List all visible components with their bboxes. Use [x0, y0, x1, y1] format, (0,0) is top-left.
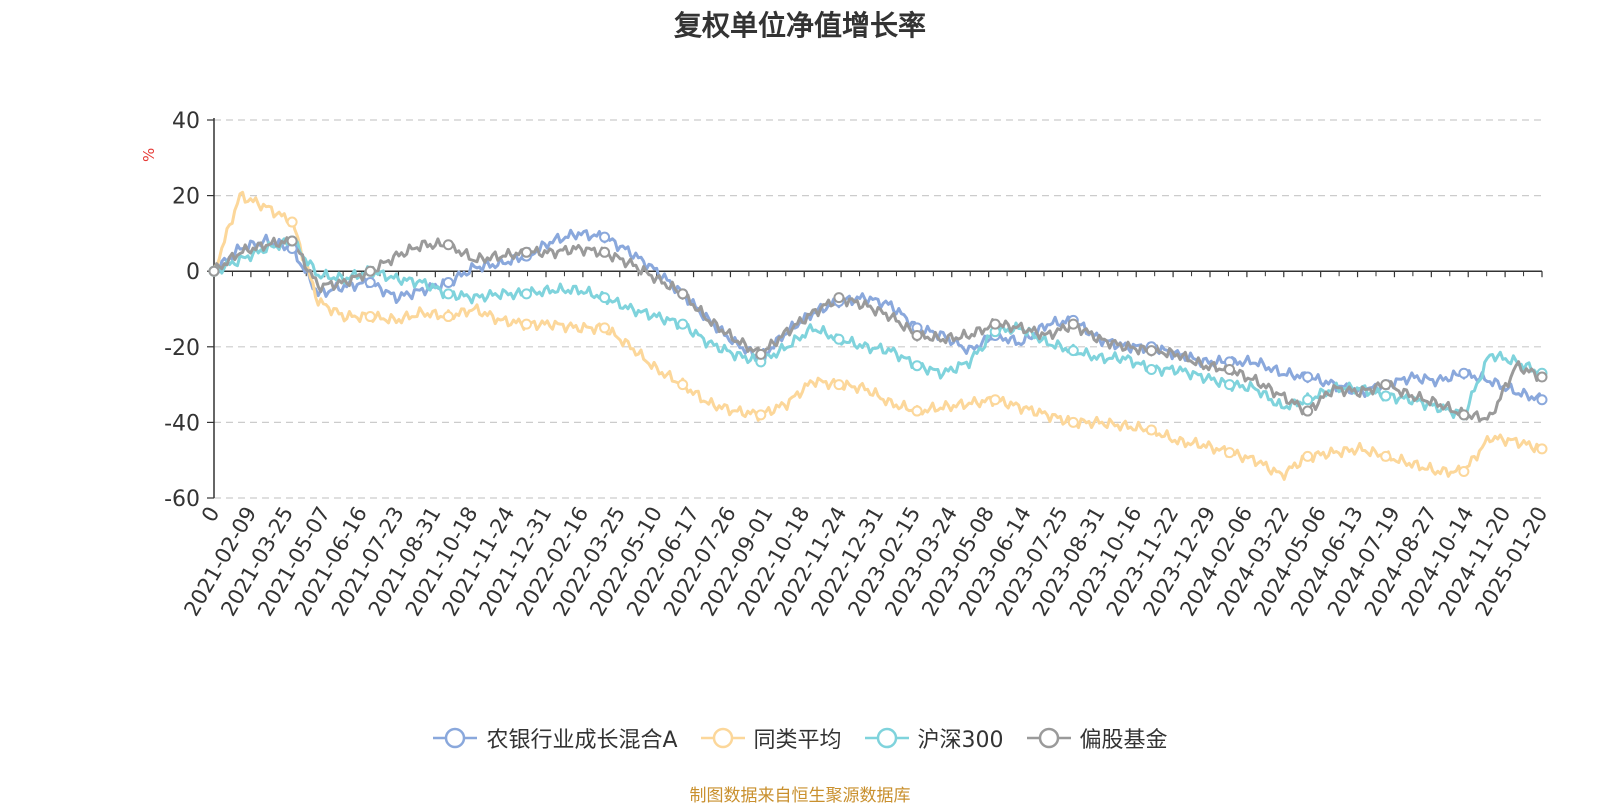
- series-point: [520, 288, 532, 300]
- series-line-4: [212, 236, 1543, 423]
- series-point: [1224, 379, 1236, 391]
- series-point: [1224, 363, 1236, 375]
- series-point: [911, 329, 923, 341]
- series-point: [911, 360, 923, 372]
- series-point: [1458, 466, 1470, 478]
- series-point: [1458, 409, 1470, 421]
- y-tick-label: -60: [164, 487, 200, 512]
- source-note: 制图数据来自恒生聚源数据库: [689, 786, 911, 806]
- y-tick-label: -40: [164, 411, 200, 436]
- legend-item-3[interactable]: 沪深300: [864, 722, 1004, 754]
- series-point: [1145, 345, 1157, 357]
- series-point: [599, 231, 611, 243]
- series-point: [364, 311, 376, 323]
- series-point: [833, 292, 845, 304]
- y-tick-label: 20: [172, 185, 200, 210]
- series-point: [833, 379, 845, 391]
- series-point: [442, 311, 454, 323]
- series-point: [677, 379, 689, 391]
- y-tick-label: 0: [186, 260, 200, 285]
- series-point: [599, 292, 611, 304]
- series-point: [286, 235, 298, 247]
- series-point: [1458, 367, 1470, 379]
- series-point: [286, 216, 298, 228]
- series-point: [1302, 405, 1314, 417]
- series-point: [1380, 379, 1392, 391]
- series-point: [1536, 371, 1548, 383]
- y-tick-label: 40: [172, 109, 200, 134]
- legend-marker-icon: [433, 727, 478, 749]
- series-point: [1380, 450, 1392, 462]
- legend-item-1[interactable]: 农银行业成长混合A: [432, 722, 678, 754]
- series-line-3: [213, 237, 1543, 419]
- legend-label: 偏股基金: [1079, 728, 1168, 753]
- series-point: [1067, 345, 1079, 357]
- series-point: [1145, 363, 1157, 375]
- series-point: [755, 409, 767, 421]
- series-point: [1145, 424, 1157, 436]
- legend-label: 沪深300: [917, 728, 1004, 753]
- series-point: [989, 318, 1001, 330]
- series-point: [442, 239, 454, 251]
- series-point: [599, 322, 611, 334]
- series-point: [1067, 318, 1079, 330]
- legend-item-2[interactable]: 同类平均: [700, 722, 842, 754]
- series-point: [364, 265, 376, 277]
- series-markers: [208, 216, 1548, 478]
- series-line-1: [213, 228, 1544, 402]
- series-point: [442, 288, 454, 300]
- legend: 农银行业成长混合A 同类平均 沪深300 偏股基金: [0, 722, 1600, 754]
- legend-label: 农银行业成长混合A: [486, 728, 678, 753]
- series-point: [208, 265, 220, 277]
- series-point: [1224, 447, 1236, 459]
- legend-marker-icon: [700, 727, 745, 749]
- legend-label: 同类平均: [753, 728, 842, 753]
- y-axis-unit-label: %: [140, 148, 158, 162]
- x-tick-label: 0: [197, 503, 224, 527]
- y-tick-label: -20: [164, 336, 200, 361]
- series-point: [677, 288, 689, 300]
- series-point: [1067, 416, 1079, 428]
- legend-marker-icon: [864, 727, 909, 749]
- series-point: [1536, 443, 1548, 455]
- series-point: [911, 405, 923, 417]
- series-point: [442, 277, 454, 289]
- legend-marker-icon: [1026, 727, 1071, 749]
- chart-title: 复权单位净值增长率: [673, 9, 926, 42]
- series-point: [520, 246, 532, 258]
- series-point: [677, 318, 689, 330]
- series-point: [1302, 371, 1314, 383]
- series-point: [833, 333, 845, 345]
- series-point: [520, 318, 532, 330]
- line-chart: 40200-20-40-6002021-02-092021-03-252021-…: [140, 109, 1552, 620]
- series-point: [755, 348, 767, 360]
- series-point: [599, 246, 611, 258]
- axes: 40200-20-40-6002021-02-092021-03-252021-…: [164, 109, 1552, 620]
- series-point: [1302, 450, 1314, 462]
- series-point: [1302, 394, 1314, 406]
- series-point: [364, 277, 376, 289]
- series-point: [1536, 394, 1548, 406]
- series-line-2: [213, 190, 1543, 481]
- series-point: [1380, 390, 1392, 402]
- legend-item-4[interactable]: 偏股基金: [1026, 722, 1168, 754]
- series-lines: [212, 190, 1544, 481]
- series-point: [989, 394, 1001, 406]
